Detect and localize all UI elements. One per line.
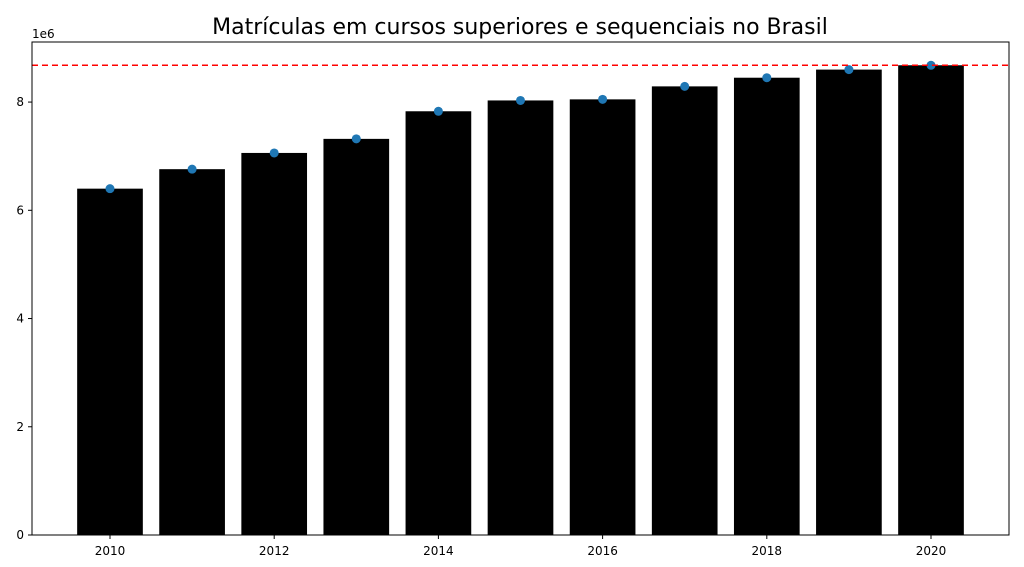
y-tick-label-8: 8 [16, 95, 24, 109]
point-2020 [926, 60, 936, 70]
y-offset-label: 1e6 [32, 27, 55, 41]
point-2010 [105, 184, 115, 194]
markers-group [105, 60, 936, 194]
y-tick-label-4: 4 [16, 312, 24, 326]
point-2018 [762, 73, 772, 83]
point-2014 [433, 106, 443, 116]
bar-2010 [77, 188, 143, 535]
point-2017 [680, 81, 690, 91]
bar-2019 [816, 69, 882, 536]
x-tick-label-2020: 2020 [916, 544, 947, 558]
x-tick-label-2018: 2018 [752, 544, 783, 558]
bar-2018 [733, 77, 800, 535]
plot-frame [31, 41, 1010, 536]
y-tick-label-0: 0 [16, 528, 24, 542]
x-tick-label-2010: 2010 [95, 544, 126, 558]
bar-2013 [323, 138, 390, 535]
bar-2011 [159, 169, 225, 535]
point-2012 [269, 148, 279, 158]
bar-2020 [898, 65, 964, 536]
x-tick-label-2016: 2016 [587, 544, 618, 558]
point-2016 [598, 94, 608, 104]
bar-2012 [241, 152, 308, 535]
chart-title: Matrículas em cursos superiores e sequen… [212, 15, 828, 40]
bar-2015 [487, 100, 554, 535]
bar-2017 [651, 86, 718, 535]
x-axis: 2010 2012 2014 2016 2018 2020 [95, 535, 947, 558]
x-tick-label-2012: 2012 [259, 544, 290, 558]
bar-2014 [405, 111, 472, 536]
bars-group [77, 65, 964, 536]
point-2019 [844, 65, 854, 75]
point-2015 [516, 95, 525, 105]
point-2013 [351, 134, 361, 144]
y-tick-label-6: 6 [16, 203, 24, 217]
x-tick-label-2014: 2014 [423, 544, 454, 558]
point-2011 [187, 164, 197, 174]
bar-2016 [569, 99, 636, 535]
y-tick-label-2: 2 [16, 420, 24, 434]
y-axis: 0 2 4 6 8 [16, 95, 32, 542]
